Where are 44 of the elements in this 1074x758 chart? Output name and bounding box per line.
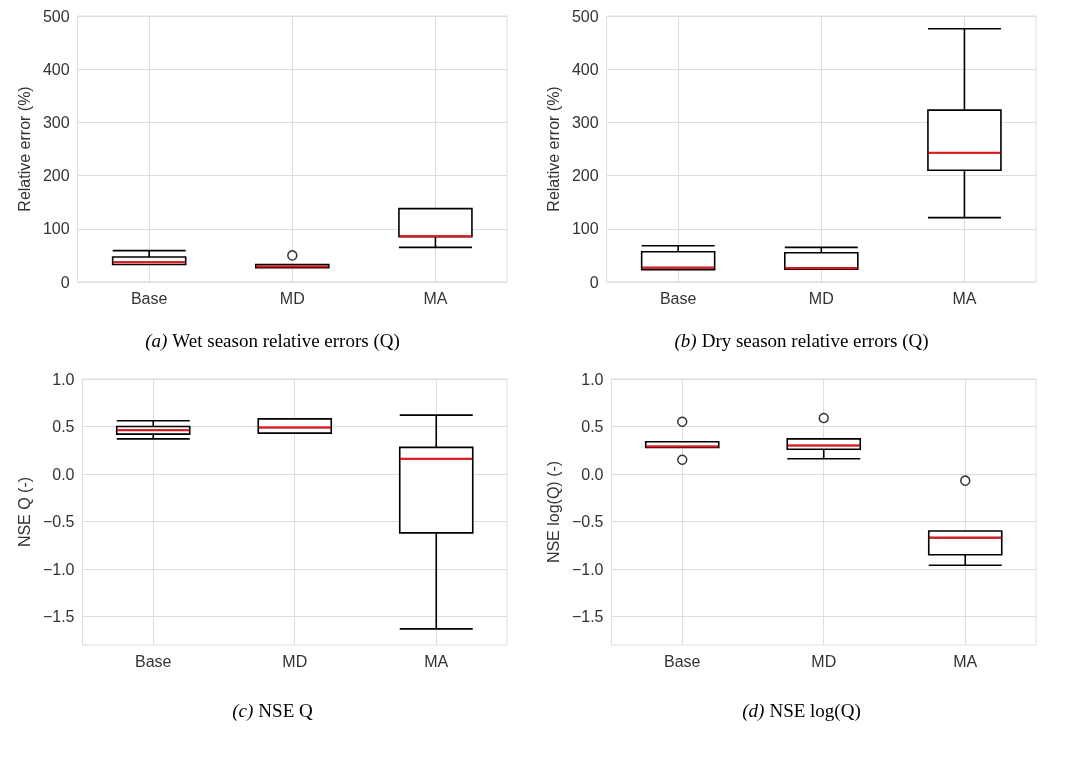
y-tick-label: 200 (42, 167, 70, 185)
y-tick-label: −0.5 (42, 513, 75, 530)
text: (a) Wet season relative errors (Q) (145, 330, 400, 352)
x-tick-label: MD (279, 289, 305, 307)
x-tick-label: MA (423, 289, 448, 307)
y-tick-label: 500 (571, 7, 599, 25)
y-axis-title: Relative error (%) (544, 86, 562, 212)
y-tick-label: 0.0 (581, 465, 604, 483)
y-tick-label: 0.0 (52, 465, 75, 483)
text: (b) Dry season relative errors (Q) (674, 330, 929, 352)
y-tick-label: −1.5 (571, 608, 604, 625)
y-tick-label: 1.0 (581, 370, 604, 388)
x-tick-label: Base (664, 652, 701, 670)
x-tick-label: MA (424, 652, 449, 670)
y-tick-label: 0 (60, 273, 70, 291)
y-axis-title: NSE log(Q) (-) (544, 460, 562, 564)
y-axis-title: Relative error (%) (15, 86, 33, 212)
x-tick-label: MD (282, 652, 308, 670)
y-tick-label: 200 (571, 167, 599, 185)
y-tick-label: 0.5 (52, 418, 75, 435)
text: (d) NSE log(Q) (742, 700, 861, 722)
y-tick-label: 300 (42, 113, 70, 131)
y-tick-label: 400 (42, 60, 70, 78)
y-tick-label: 0 (589, 273, 599, 291)
text: (c) NSE Q (232, 700, 313, 722)
y-tick-label: −1.0 (42, 560, 75, 578)
y-tick-label: 400 (571, 60, 599, 78)
y-axis-title: NSE Q (-) (15, 476, 33, 548)
x-tick-label: MA (952, 289, 977, 307)
x-tick-label: MA (953, 652, 978, 670)
y-tick-label: −1.5 (42, 608, 75, 625)
x-tick-label: Base (659, 289, 697, 307)
y-tick-label: −1.0 (571, 560, 604, 578)
y-tick-label: −0.5 (571, 513, 604, 530)
x-tick-label: Base (135, 652, 172, 670)
y-tick-label: 500 (42, 7, 70, 25)
x-tick-label: MD (808, 289, 834, 307)
x-tick-label: MD (811, 652, 837, 670)
y-tick-label: 0.5 (581, 418, 604, 435)
y-tick-label: 100 (42, 220, 70, 238)
x-tick-label: Base (130, 289, 168, 307)
y-tick-label: 300 (571, 113, 599, 131)
y-tick-label: 1.0 (52, 370, 75, 388)
y-tick-label: 100 (571, 220, 599, 238)
